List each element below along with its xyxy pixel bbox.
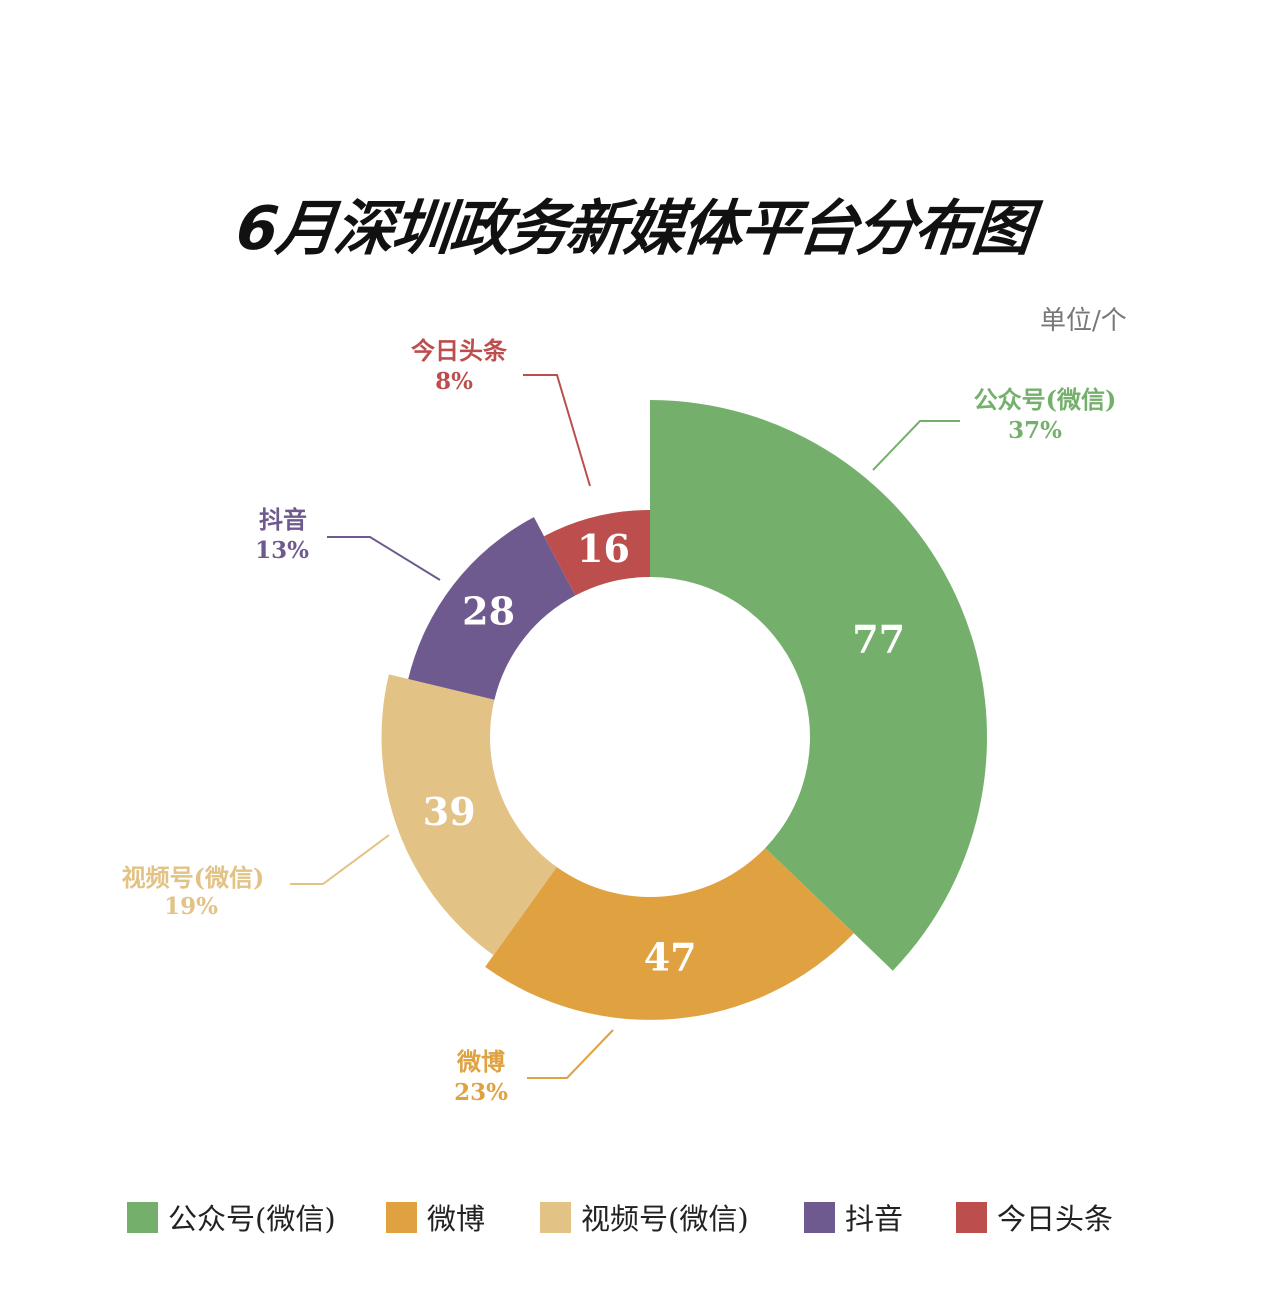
percent-label: 8% bbox=[435, 368, 473, 395]
slice-0[interactable] bbox=[650, 400, 987, 971]
legend-label: 今日头条 bbox=[997, 1202, 1114, 1236]
legend-swatch bbox=[540, 1201, 571, 1233]
category-label: 抖音 bbox=[259, 505, 307, 534]
slice-2[interactable] bbox=[381, 674, 557, 956]
unit-label: 单位/个 bbox=[1040, 306, 1127, 336]
legend-item[interactable]: 微博 bbox=[386, 1196, 485, 1238]
value-label: 39 bbox=[423, 789, 476, 834]
category-label: 今日头条 bbox=[411, 336, 508, 365]
legend-item[interactable]: 视频号(微信) bbox=[540, 1196, 749, 1238]
leader-line bbox=[872, 420, 960, 471]
leader-line bbox=[523, 374, 591, 487]
percent-label: 23% bbox=[454, 1079, 508, 1106]
value-label: 28 bbox=[462, 589, 515, 634]
legend-swatch bbox=[956, 1201, 987, 1233]
leader-line bbox=[527, 1029, 614, 1079]
value-label: 77 bbox=[852, 617, 905, 662]
value-label: 47 bbox=[644, 935, 697, 980]
percent-label: 37% bbox=[1008, 417, 1062, 444]
slice-1[interactable] bbox=[485, 847, 854, 1020]
category-label: 视频号(微信) bbox=[122, 863, 265, 892]
legend-swatch bbox=[804, 1201, 835, 1233]
legend-swatch bbox=[127, 1201, 158, 1233]
legend-item[interactable]: 抖音 bbox=[804, 1196, 903, 1238]
legend-label: 公众号(微信) bbox=[168, 1202, 336, 1236]
legend-label: 微博 bbox=[427, 1202, 486, 1236]
category-label: 公众号(微信) bbox=[974, 385, 1117, 414]
slice-3[interactable] bbox=[408, 517, 576, 700]
legend-label: 视频号(微信) bbox=[581, 1202, 749, 1236]
percent-label: 13% bbox=[255, 537, 309, 564]
value-label: 16 bbox=[577, 526, 630, 571]
legend-item[interactable]: 今日头条 bbox=[956, 1196, 1113, 1238]
legend-label: 抖音 bbox=[845, 1202, 904, 1236]
category-label: 微博 bbox=[456, 1047, 505, 1076]
percent-label: 19% bbox=[164, 893, 218, 920]
legend-swatch bbox=[386, 1201, 417, 1233]
leader-line bbox=[327, 536, 441, 581]
leader-line bbox=[290, 834, 390, 885]
slice-4[interactable] bbox=[544, 510, 650, 596]
legend: 公众号(微信) 微博 视频号(微信) 抖音 今日头条 bbox=[0, 1196, 1268, 1236]
legend-item[interactable]: 公众号(微信) bbox=[127, 1196, 336, 1238]
